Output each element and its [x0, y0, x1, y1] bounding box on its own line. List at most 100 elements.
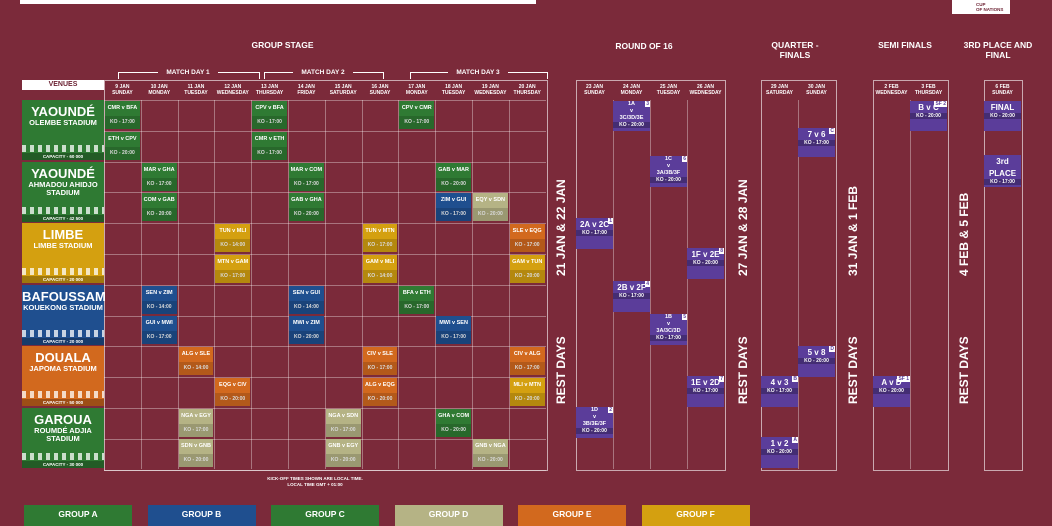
grid-row-line [104, 469, 546, 471]
kickoff-time: KO - 14:00 [215, 239, 251, 252]
matchday-label: MATCH DAY 3 [448, 68, 508, 78]
date-weekday: FRIDAY [297, 90, 316, 96]
rest-days-3-dates: 31 JAN & 1 FEB [846, 185, 860, 276]
group-stage-title: GROUP STAGE [251, 40, 314, 50]
date-header: 9 JAN SUNDAY [105, 82, 141, 98]
venue-capacity: CAPACITY - 30 000 [22, 460, 104, 468]
ko-line: 1F v 2E [691, 250, 720, 259]
ko-line: v [666, 163, 671, 169]
match-cell: SEN v ZIM [141, 285, 177, 301]
ko-match-third: 3rd PLACE KO - 17:00 [984, 155, 1021, 187]
grid-row-line [104, 346, 546, 348]
legend-group: GROUP E [518, 505, 626, 526]
ko-line: 2A v 2C [579, 220, 610, 229]
match-cell: SLE v EQG [509, 224, 545, 239]
date-header: 18 JAN TUESDAY [436, 82, 472, 98]
ko-line: 1A [627, 101, 636, 107]
grid-column-line [324, 100, 326, 469]
date-day: 14 JAN [297, 84, 315, 90]
kickoff-time: KO - 17:00 [141, 177, 177, 191]
date-day: 13 JAN [261, 84, 279, 90]
date-day: 10 JAN [150, 84, 168, 90]
kickoff-time: KO - 14:00 [289, 300, 324, 314]
venue-capacity: CAPACITY - 20 000 [22, 276, 104, 283]
ko-line: v [666, 321, 671, 327]
venue-stadium: LIMBE STADIUM [33, 241, 93, 250]
date-day: 2 FEB [884, 84, 899, 90]
grid-row-line [104, 377, 546, 379]
kickoff-time: KO - 17:00 [325, 423, 361, 437]
match-cell: TUN v MTN [362, 224, 398, 239]
venues-header: VENUES [22, 80, 104, 90]
kickoff-time: KO - 14:00 [362, 269, 398, 283]
match-cell: GAM v TUN [509, 254, 545, 270]
logo-line1: CUP [976, 2, 986, 7]
venue-pattern [22, 206, 104, 214]
kickoff-time: KO - 20:00 [289, 208, 324, 222]
grid-column-line [435, 100, 437, 469]
date-day: 15 JAN [334, 84, 352, 90]
ko-line: 3A/3B/3F [656, 170, 681, 176]
match-cell: ETH v CPV [105, 131, 140, 147]
match-cell: GNB v EGY [325, 439, 361, 455]
match-cell: ALG v EQG [362, 377, 398, 393]
match-cell: GAB v MAR [436, 162, 471, 178]
grid-column-line [361, 100, 363, 469]
kickoff-time: KO - 14:00 [141, 300, 177, 314]
ko-line: 2B v 2F [617, 283, 646, 292]
match-cell: GHA v COM [436, 408, 471, 424]
r16-date-header: 25 JAN TUESDAY [651, 82, 687, 98]
sf-date-header: 2 FEB WEDNESDAY [874, 82, 910, 98]
kickoff-time: KO - 17:00 [436, 208, 471, 222]
logo: CUP OF NATIONS [952, 0, 1010, 14]
kickoff-time: KO - 17:00 [509, 362, 545, 375]
venue-stadium: KOUEKONG STADIUM [23, 302, 103, 312]
ko-kickoff: KO - 17:00 [613, 293, 650, 299]
match-cell: EQY v SDN [473, 193, 508, 209]
ko-line: PLACE [988, 169, 1017, 178]
venue-capacity: CAPACITY - 42 500 [22, 214, 104, 222]
match-cell: SEN v GUI [289, 285, 324, 301]
kickoff-time: KO - 20:00 [436, 177, 471, 191]
match-number-tag: 1 [608, 218, 613, 224]
rest-days-4-dates: 4 FEB & 5 FEB [957, 192, 971, 276]
kickoff-note-1: KICK-OFF TIMES SHOWN ARE LOCAL TIME. [267, 476, 363, 481]
date-header: 11 JAN TUESDAY [178, 82, 214, 98]
match-cell: SDN v GNB [178, 439, 214, 455]
legend-group: GROUP A [24, 505, 132, 526]
ko-line: 3A/3C/3D [656, 328, 681, 334]
date-weekday: SATURDAY [766, 90, 793, 96]
grid-row-line [104, 284, 546, 286]
match-cell: MWI v ZIM [289, 316, 324, 332]
semi-finals-title: SEMI FINALS [878, 40, 932, 50]
match-cell: CPV v CMR [399, 101, 435, 116]
ko-line: v [592, 414, 597, 420]
third-and-final-title: 3RD PLACE AND FINAL [963, 40, 1033, 60]
ko-line: 1E v 2D [691, 378, 720, 387]
ko-match-r16-1c: 6 1C v 3A/3B/3F KO - 20:00 [650, 156, 687, 187]
date-day: 6 FEB [995, 84, 1010, 90]
date-header: 15 JAN SATURDAY [325, 82, 361, 98]
ko-match-r16-1f2e: 8 1F v 2E KO - 20:00 [687, 248, 724, 279]
date-header: 12 JAN WEDNESDAY [215, 82, 251, 98]
match-cell: TUN v MLI [215, 224, 251, 239]
venue-stadium: ROUMDÉ ADJIA STADIUM [34, 425, 92, 443]
ko-match-r16-1b: 5 1B v 3A/3C/3D KO - 17:00 [650, 314, 687, 345]
match-cell: MWI v SEN [436, 316, 471, 332]
match-number-tag: 2 [608, 407, 613, 413]
kickoff-time: KO - 17:00 [215, 269, 251, 283]
kickoff-time: KO - 20:00 [289, 331, 324, 345]
ko-match-r16-2b2f: 4 2B v 2F KO - 17:00 [613, 281, 650, 312]
date-weekday: TUESDAY [656, 90, 681, 96]
rest-days-2-label: REST DAYS [736, 336, 750, 404]
date-weekday: MONDAY [620, 90, 643, 96]
ko-match-r16-1d: 2 1D v 3B/3E/3F KO - 20:00 [576, 407, 613, 438]
date-day: 9 JAN [115, 84, 130, 90]
date-day: 20 JAN [518, 84, 536, 90]
date-day: 3 FEB [921, 84, 936, 90]
kickoff-time: KO - 17:00 [252, 116, 287, 129]
date-weekday: WEDNESDAY [689, 90, 722, 96]
match-number-tag: 8 [719, 248, 724, 254]
quarter-finals-panel [761, 80, 837, 471]
